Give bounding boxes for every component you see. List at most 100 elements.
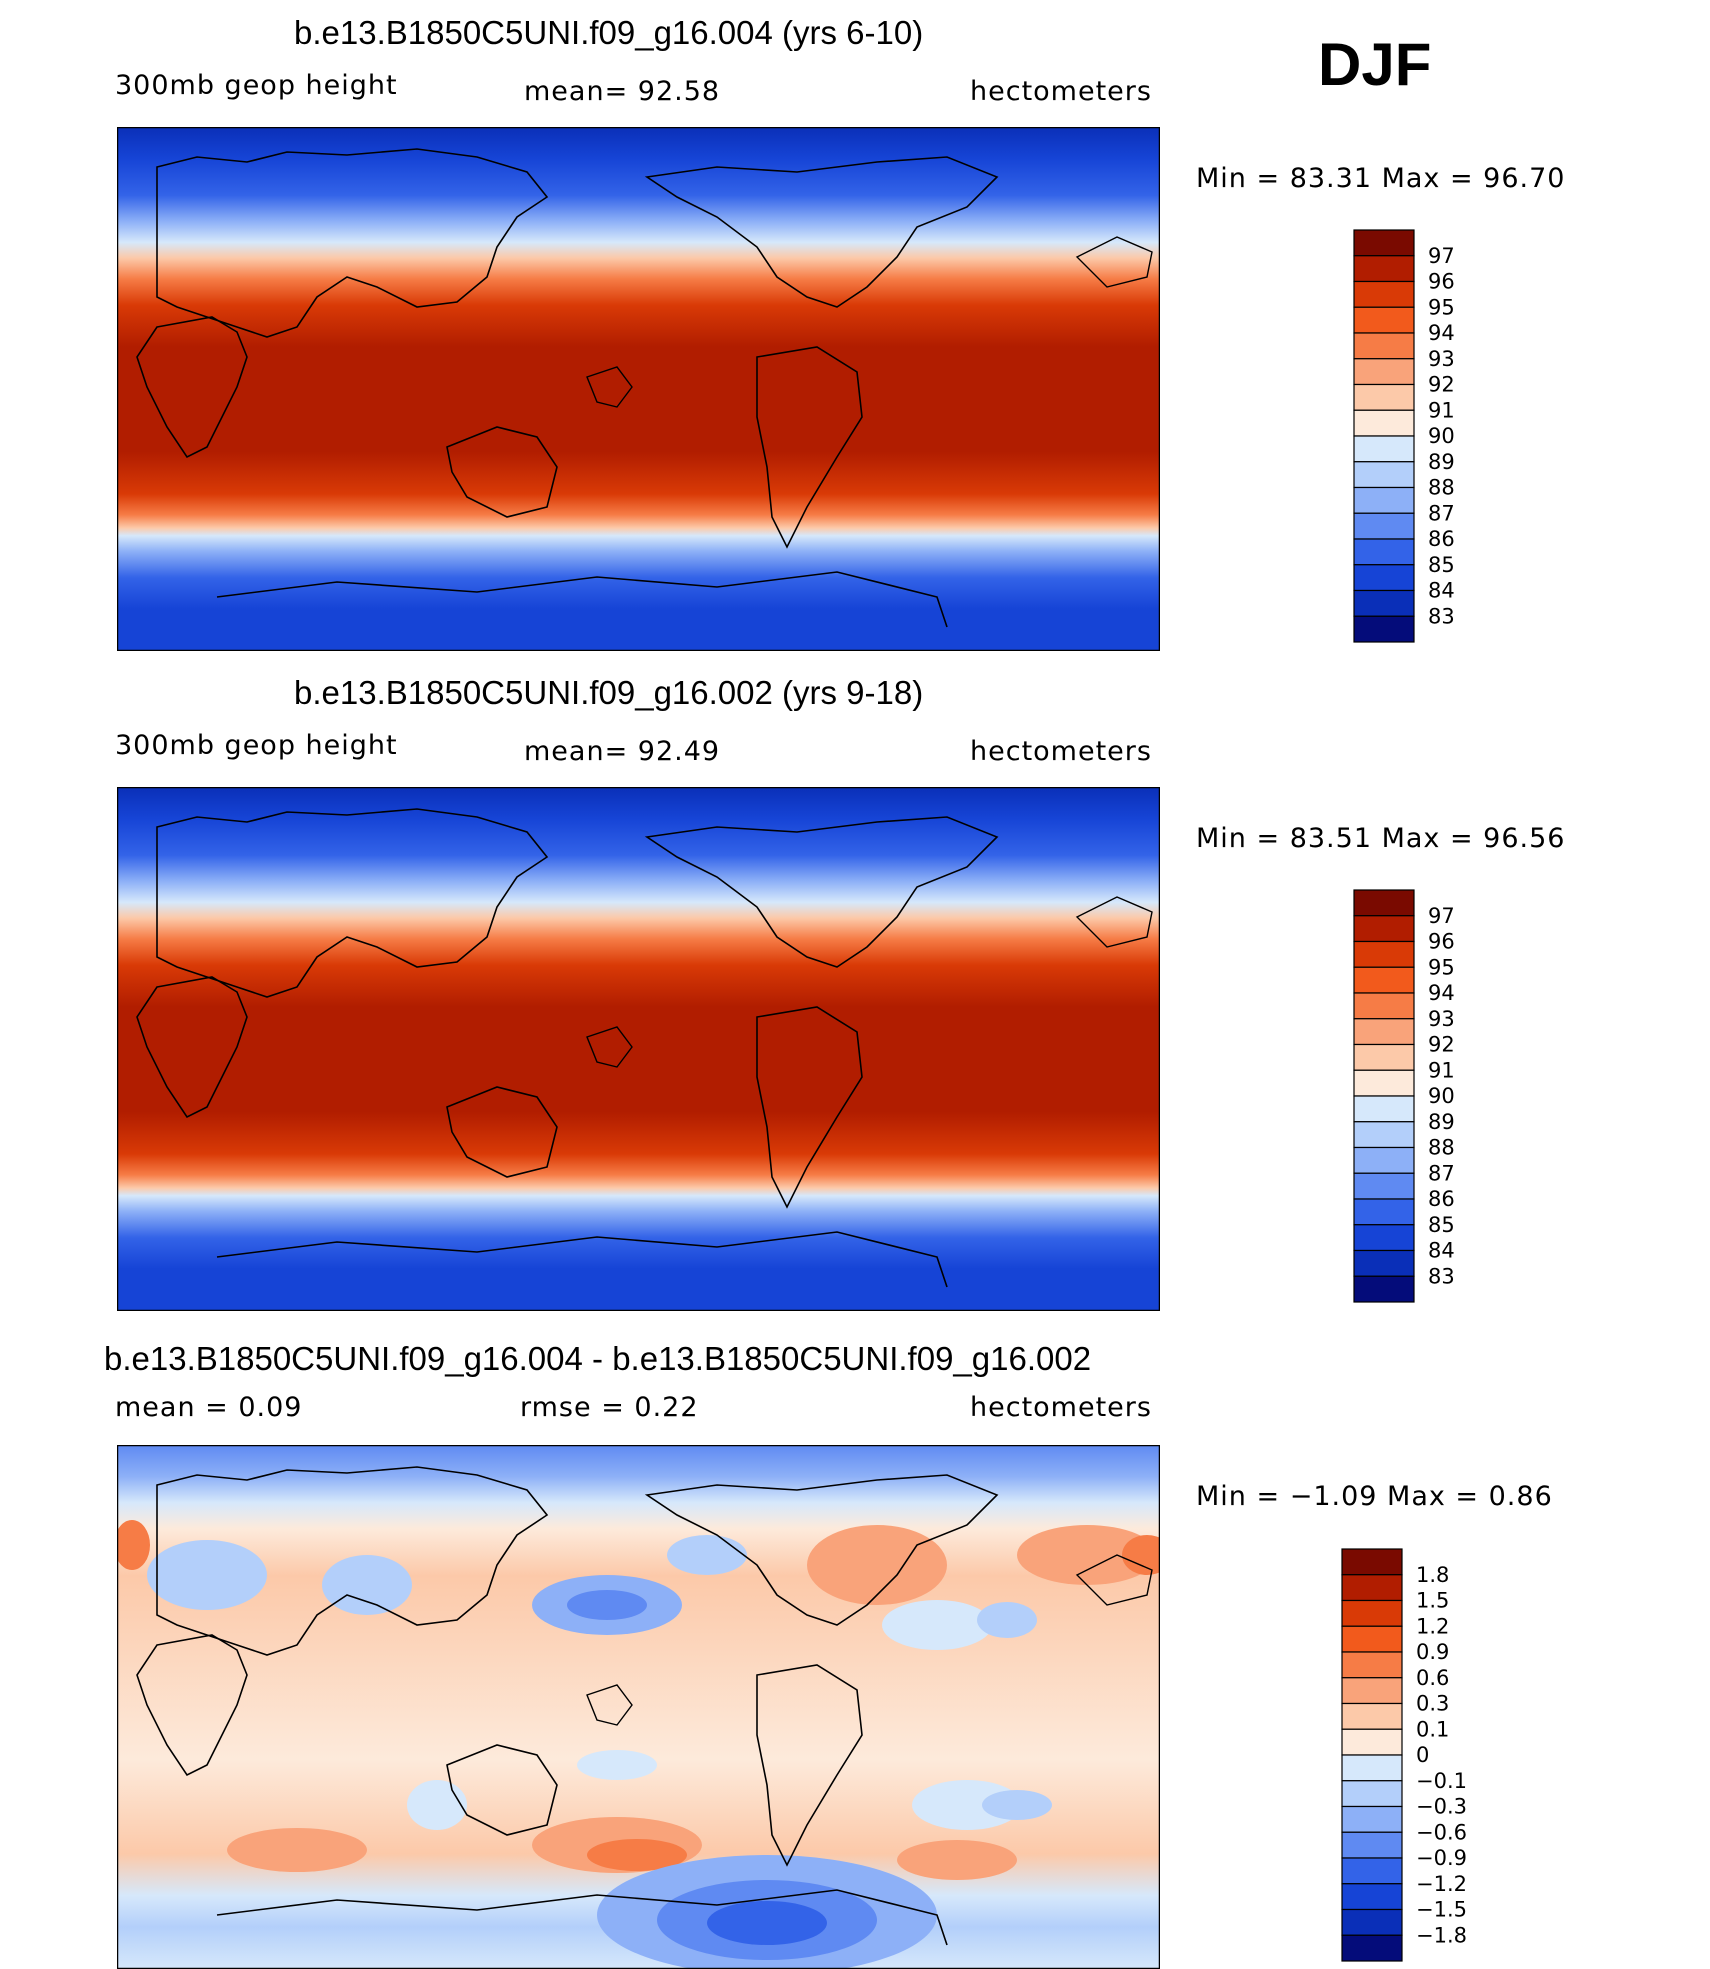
colorbar-swatch — [1353, 1146, 1415, 1174]
panel3-map — [117, 1445, 1160, 1969]
colorbar-tick-label: 96 — [1428, 270, 1455, 294]
colorbar-swatch — [1353, 332, 1415, 360]
colorbar-swatch — [1353, 589, 1415, 617]
panel1-map — [117, 127, 1160, 651]
panel2-units-label: hectometers — [970, 736, 1152, 767]
colorbar-swatch — [1341, 1805, 1403, 1833]
colorbar-swatch — [1353, 1249, 1415, 1277]
colorbar-swatch — [1353, 280, 1415, 308]
panel2-mean-label: mean= 92.49 — [524, 736, 721, 767]
panel3-mean-label: mean = 0.09 — [115, 1392, 303, 1423]
panel3-title: b.e13.B1850C5UNI.f09_g16.004 - b.e13.B18… — [104, 1340, 1092, 1377]
colorbar-swatch — [1353, 512, 1415, 540]
colorbar-tick-label: 0.3 — [1416, 1692, 1449, 1716]
colorbar-swatch — [1353, 306, 1415, 334]
colorbar-tick-label: 97 — [1428, 244, 1455, 268]
panel2-map — [117, 787, 1160, 1311]
colorbar-swatch — [1353, 486, 1415, 514]
colorbar-tick-label: 85 — [1428, 1213, 1455, 1237]
colorbar-tick-label: 87 — [1428, 501, 1455, 525]
colorbar-tick-label: 91 — [1428, 1058, 1455, 1082]
colorbar-tick-label: 1.8 — [1416, 1563, 1449, 1587]
colorbar-tick-label: 85 — [1428, 553, 1455, 577]
colorbar-tick-label: −1.8 — [1416, 1923, 1467, 1947]
colorbar-swatch — [1341, 1883, 1403, 1911]
colorbar-swatch — [1353, 538, 1415, 566]
colorbar-tick-label: 0 — [1416, 1743, 1429, 1767]
panel1-mean-label: mean= 92.58 — [524, 76, 721, 107]
panel2-variable-label: 300mb geop height — [115, 730, 398, 761]
colorbar-tick-label: 84 — [1428, 579, 1455, 603]
colorbar-tick-label: 0.9 — [1416, 1640, 1449, 1664]
panel1-units-label: hectometers — [970, 76, 1152, 107]
colorbar-swatch — [1353, 1069, 1415, 1097]
panel1-minmax-label: Min = 83.31 Max = 96.70 — [1196, 163, 1566, 194]
panel3-minmax-label: Min = −1.09 Max = 0.86 — [1196, 1481, 1553, 1512]
colorbar-swatch — [1353, 1018, 1415, 1046]
colorbar-tick-label: 1.5 — [1416, 1589, 1449, 1613]
colorbar-tick-label: −1.2 — [1416, 1872, 1467, 1896]
panel1-variable-label: 300mb geop height — [115, 70, 398, 101]
colorbar-swatch — [1353, 358, 1415, 386]
colorbar-swatch — [1353, 889, 1415, 917]
colorbar-swatch — [1353, 383, 1415, 411]
panel3-units-label: hectometers — [970, 1392, 1152, 1423]
colorbar-swatch — [1341, 1857, 1403, 1885]
colorbar-swatch — [1341, 1728, 1403, 1756]
colorbar-tick-label: 94 — [1428, 321, 1455, 345]
colorbar-swatch — [1353, 564, 1415, 592]
colorbar-swatch — [1353, 940, 1415, 968]
colorbar-tick-label: 88 — [1428, 1136, 1455, 1160]
colorbar-swatch — [1341, 1780, 1403, 1808]
colorbar-tick-label: 86 — [1428, 527, 1455, 551]
colorbar-tick-label: 94 — [1428, 981, 1455, 1005]
colorbar-tick-label: 0.6 — [1416, 1666, 1449, 1690]
colorbar-tick-label: 83 — [1428, 604, 1455, 628]
colorbar-tick-label: −0.1 — [1416, 1769, 1467, 1793]
colorbar-swatch — [1353, 409, 1415, 437]
colorbar-tick-label: 93 — [1428, 347, 1455, 371]
colorbar-swatch — [1353, 1095, 1415, 1123]
colorbar-tick-label: 96 — [1428, 930, 1455, 954]
panel3-colorbar: 1.81.51.20.90.60.30.10−0.1−0.3−0.6−0.9−1… — [1341, 1548, 1467, 1962]
colorbar-swatch — [1353, 1043, 1415, 1071]
colorbar-tick-label: 86 — [1428, 1187, 1455, 1211]
colorbar-swatch — [1353, 1172, 1415, 1200]
colorbar-swatch — [1341, 1548, 1403, 1576]
colorbar-swatch — [1353, 915, 1415, 943]
colorbar-tick-label: 93 — [1428, 1007, 1455, 1031]
colorbar-swatch — [1341, 1625, 1403, 1653]
colorbar-tick-label: 84 — [1428, 1239, 1455, 1263]
colorbar-tick-label: 88 — [1428, 476, 1455, 500]
colorbar-tick-label: 91 — [1428, 398, 1455, 422]
colorbar-tick-label: 92 — [1428, 373, 1455, 397]
colorbar-swatch — [1353, 992, 1415, 1020]
colorbar-tick-label: −0.9 — [1416, 1846, 1467, 1870]
panel2-minmax-label: Min = 83.51 Max = 96.56 — [1196, 823, 1566, 854]
colorbar-swatch — [1353, 1224, 1415, 1252]
panel3-rmse-label: rmse = 0.22 — [520, 1392, 699, 1423]
colorbar-swatch — [1353, 1121, 1415, 1149]
colorbar-swatch — [1341, 1831, 1403, 1859]
colorbar-tick-label: −0.3 — [1416, 1795, 1467, 1819]
colorbar-tick-label: 92 — [1428, 1033, 1455, 1057]
colorbar-tick-label: 95 — [1428, 295, 1455, 319]
colorbar-swatch — [1341, 1574, 1403, 1602]
colorbar-swatch — [1353, 229, 1415, 257]
colorbar-swatch — [1341, 1754, 1403, 1782]
colorbar-swatch — [1353, 255, 1415, 283]
colorbar-swatch — [1341, 1599, 1403, 1627]
colorbar-tick-label: 89 — [1428, 450, 1455, 474]
colorbar-swatch — [1353, 1275, 1415, 1303]
colorbar-tick-label: 95 — [1428, 955, 1455, 979]
colorbar-swatch — [1341, 1702, 1403, 1730]
colorbar-swatch — [1341, 1934, 1403, 1962]
colorbar-tick-label: 90 — [1428, 1084, 1455, 1108]
colorbar-swatch — [1353, 615, 1415, 643]
colorbar-tick-label: −1.5 — [1416, 1898, 1467, 1922]
colorbar-swatch — [1341, 1651, 1403, 1679]
colorbar-swatch — [1353, 966, 1415, 994]
season-label: DJF — [1318, 31, 1432, 98]
